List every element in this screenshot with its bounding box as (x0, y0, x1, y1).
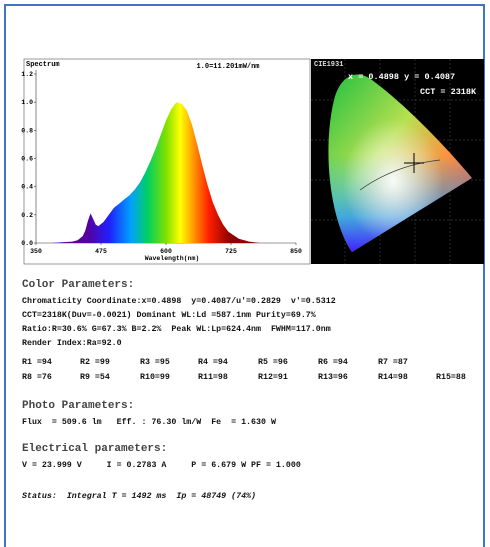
y-tick-label: 1.0 (21, 99, 33, 106)
y-tick-label: 0.2 (21, 212, 33, 219)
x-tick-label: 725 (225, 248, 237, 255)
render-index: R13=96 (318, 373, 348, 382)
x-tick-label: 850 (290, 248, 302, 255)
render-index: R11=98 (198, 373, 228, 382)
cie-white (328, 74, 472, 253)
y-tick-label: 0.4 (21, 184, 33, 191)
render-index: R6 =94 (318, 358, 348, 367)
render-index: R12=91 (258, 373, 288, 382)
render-index: R5 =96 (258, 358, 288, 367)
cie-title: CIE1931 (314, 61, 343, 69)
spectrum-area (51, 102, 270, 243)
section-heading: Electrical parameters: (22, 443, 168, 455)
status-line: Status: Integral T = 1492 ms Ip = 48749 … (22, 492, 257, 501)
y-tick-label: 0.6 (21, 156, 33, 163)
render-index: R4 =94 (198, 358, 228, 367)
render-index: R2 =99 (80, 358, 110, 367)
planck-locus (359, 159, 441, 191)
section-heading: Color Parameters: (22, 279, 135, 291)
cie-cct: CCT = 2318K (420, 87, 477, 97)
text-line: Flux = 509.6 lm Eff. : 76.30 lm/W Fe = 1… (22, 418, 276, 427)
text-line: Ratio:R=30.6% G=67.3% B=2.2% Peak WL:Lp=… (22, 325, 331, 334)
x-tick-label: 600 (160, 248, 172, 255)
section-heading: Photo Parameters: (22, 400, 135, 412)
crosshair (404, 153, 424, 173)
text-line: Render Index:Ra=92.0 (22, 339, 122, 348)
y-tick-label: 0.0 (21, 240, 33, 247)
render-index: R15=88 (436, 373, 466, 382)
render-index: R10=99 (140, 373, 170, 382)
y-tick-label: 1.2 (21, 71, 33, 78)
text-line: CCT=2318K(Duv=-0.0021) Dominant WL:Ld =5… (22, 311, 316, 320)
y-tick-label: 0.8 (21, 127, 33, 134)
chart-subtitle: 1.0=11.201mW/nm (196, 63, 259, 71)
render-index: R3 =95 (140, 358, 170, 367)
cie-coords: x = 0.4898 y = 0.4087 (348, 72, 455, 82)
x-tick-label: 350 (30, 248, 42, 255)
text-line: V = 23.999 V I = 0.2783 A P = 6.679 W PF… (22, 461, 301, 470)
frame (4, 4, 485, 547)
render-index: R1 =94 (22, 358, 52, 367)
x-axis-label: Wavelength(nm) (145, 255, 200, 262)
text-line: Chromaticity Coordinate:x=0.4898 y=0.408… (22, 297, 336, 306)
render-index: R7 =87 (378, 358, 408, 367)
spectrum-chart: Spectrum 1.0=11.201mW/nm Wavelength(nm) … (21, 58, 484, 265)
cie-diagram: CIE1931 x = 0.4898 y = 0.4087 CCT = 2318… (311, 59, 484, 264)
render-index: R9 =54 (80, 373, 110, 382)
render-index: R14=98 (378, 373, 408, 382)
chart-title: Spectrum (26, 61, 60, 69)
render-index: R8 =76 (22, 373, 52, 382)
x-tick-label: 475 (95, 248, 107, 255)
